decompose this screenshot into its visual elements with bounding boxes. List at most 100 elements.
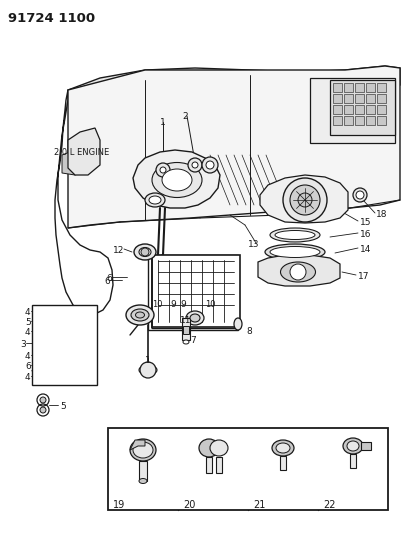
Ellipse shape: [162, 169, 192, 191]
Bar: [344, 116, 353, 125]
Polygon shape: [260, 175, 348, 223]
Ellipse shape: [343, 438, 363, 454]
Ellipse shape: [280, 262, 316, 282]
Ellipse shape: [234, 318, 242, 330]
Ellipse shape: [186, 311, 204, 325]
Bar: [366, 83, 375, 92]
Circle shape: [353, 188, 367, 202]
Text: 17: 17: [358, 272, 370, 281]
Polygon shape: [68, 66, 400, 228]
Circle shape: [290, 264, 306, 280]
Text: 1: 1: [160, 118, 166, 127]
Text: 19: 19: [113, 500, 125, 510]
Text: 4: 4: [25, 373, 31, 382]
Circle shape: [156, 163, 170, 177]
Text: 6: 6: [106, 274, 112, 283]
Bar: [333, 116, 342, 125]
Text: 4: 4: [25, 352, 31, 361]
Text: 6: 6: [25, 362, 31, 371]
Ellipse shape: [135, 312, 145, 318]
Bar: [216, 457, 222, 473]
Polygon shape: [258, 255, 340, 286]
Text: 12: 12: [113, 246, 125, 255]
Ellipse shape: [134, 244, 156, 260]
Bar: [333, 94, 342, 103]
Bar: [377, 116, 386, 125]
Circle shape: [40, 407, 46, 413]
Text: 1: 1: [145, 356, 151, 365]
Ellipse shape: [350, 467, 356, 471]
Ellipse shape: [145, 193, 165, 207]
Text: 22: 22: [323, 500, 336, 510]
Text: 9: 9: [180, 300, 186, 309]
Circle shape: [140, 362, 156, 378]
Bar: [366, 116, 375, 125]
Ellipse shape: [126, 305, 154, 325]
Ellipse shape: [152, 163, 202, 198]
Polygon shape: [133, 150, 220, 208]
Ellipse shape: [139, 479, 147, 483]
Ellipse shape: [199, 439, 219, 457]
Bar: [344, 105, 353, 114]
Ellipse shape: [347, 441, 359, 451]
Bar: [377, 105, 386, 114]
Ellipse shape: [270, 246, 320, 257]
Circle shape: [192, 162, 198, 168]
Text: 9: 9: [170, 300, 176, 309]
Circle shape: [283, 178, 327, 222]
Bar: [108, 428, 388, 510]
Text: 3: 3: [20, 340, 26, 349]
Circle shape: [40, 397, 46, 403]
Ellipse shape: [270, 228, 320, 242]
Bar: [139, 461, 147, 481]
Bar: [333, 83, 342, 92]
Bar: [310, 78, 395, 143]
Ellipse shape: [272, 440, 294, 456]
Text: 4: 4: [25, 308, 31, 317]
Polygon shape: [68, 66, 400, 100]
Bar: [350, 454, 356, 468]
Bar: [206, 457, 212, 473]
Ellipse shape: [216, 472, 222, 476]
Ellipse shape: [133, 442, 153, 458]
Ellipse shape: [265, 244, 325, 260]
Ellipse shape: [183, 340, 189, 344]
Text: 11: 11: [180, 316, 191, 325]
Circle shape: [188, 158, 202, 172]
Bar: [182, 318, 190, 340]
Bar: [344, 94, 353, 103]
Text: 5: 5: [60, 402, 66, 411]
Ellipse shape: [275, 230, 315, 239]
Ellipse shape: [131, 309, 149, 321]
Bar: [366, 105, 375, 114]
Bar: [355, 116, 364, 125]
Text: 13: 13: [248, 240, 260, 249]
Text: 2: 2: [182, 112, 188, 121]
Ellipse shape: [149, 196, 161, 204]
Polygon shape: [130, 440, 145, 450]
Text: 8: 8: [246, 327, 252, 336]
Bar: [330, 80, 395, 135]
Circle shape: [206, 161, 214, 169]
Circle shape: [141, 248, 149, 256]
Text: 5: 5: [25, 318, 31, 327]
Bar: [152, 255, 240, 327]
Text: 18: 18: [376, 210, 388, 219]
Bar: [355, 83, 364, 92]
Text: 91724 1100: 91724 1100: [8, 12, 95, 25]
Text: 2.0 L ENGINE: 2.0 L ENGINE: [54, 148, 109, 157]
Circle shape: [356, 191, 364, 199]
Bar: [361, 442, 371, 450]
Ellipse shape: [280, 469, 286, 473]
Bar: [148, 255, 238, 330]
Bar: [32, 305, 97, 385]
Text: 15: 15: [360, 218, 372, 227]
Bar: [280, 456, 286, 470]
Text: 6: 6: [104, 277, 110, 286]
Ellipse shape: [210, 440, 228, 456]
Bar: [183, 326, 189, 334]
Polygon shape: [68, 128, 100, 175]
Ellipse shape: [190, 314, 200, 322]
Text: 21: 21: [253, 500, 265, 510]
Ellipse shape: [276, 443, 290, 453]
